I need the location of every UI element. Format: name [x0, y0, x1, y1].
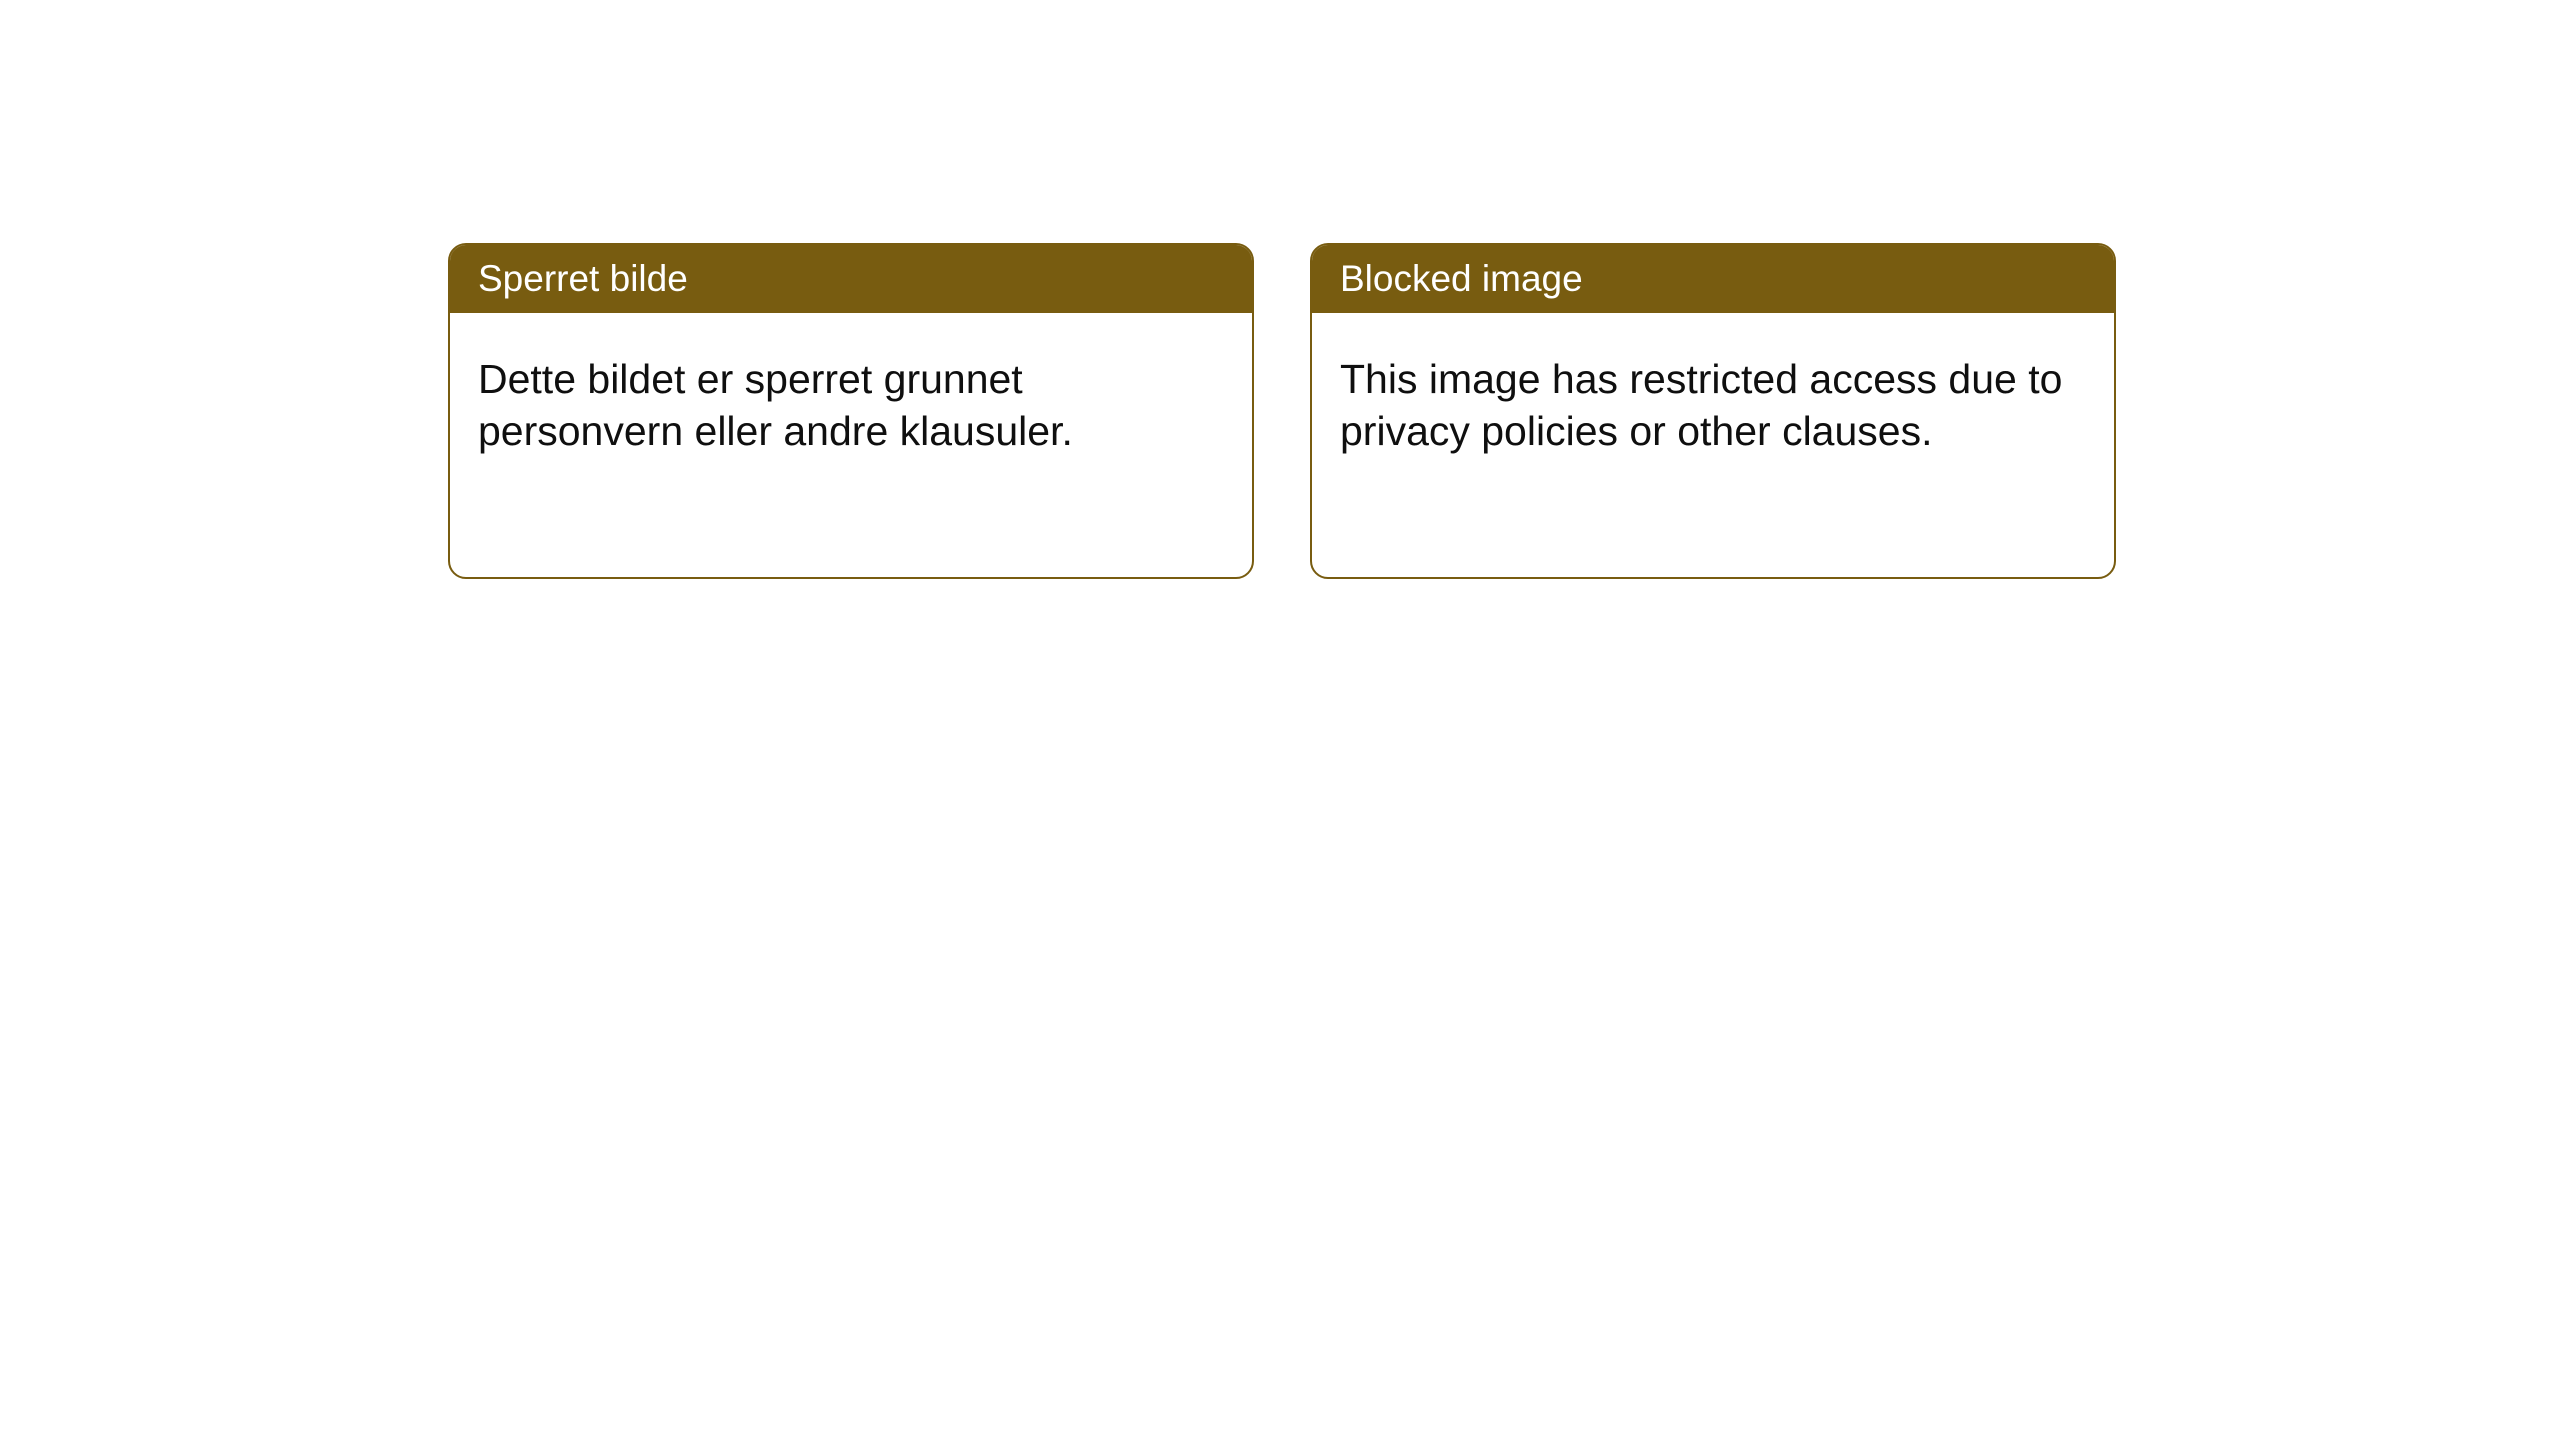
card-header: Sperret bilde	[450, 245, 1252, 313]
card-body: This image has restricted access due to …	[1312, 313, 2114, 497]
card-header: Blocked image	[1312, 245, 2114, 313]
notice-card-english: Blocked image This image has restricted …	[1310, 243, 2116, 579]
notice-cards-container: Sperret bilde Dette bildet er sperret gr…	[0, 0, 2560, 579]
card-body: Dette bildet er sperret grunnet personve…	[450, 313, 1252, 497]
notice-card-norwegian: Sperret bilde Dette bildet er sperret gr…	[448, 243, 1254, 579]
